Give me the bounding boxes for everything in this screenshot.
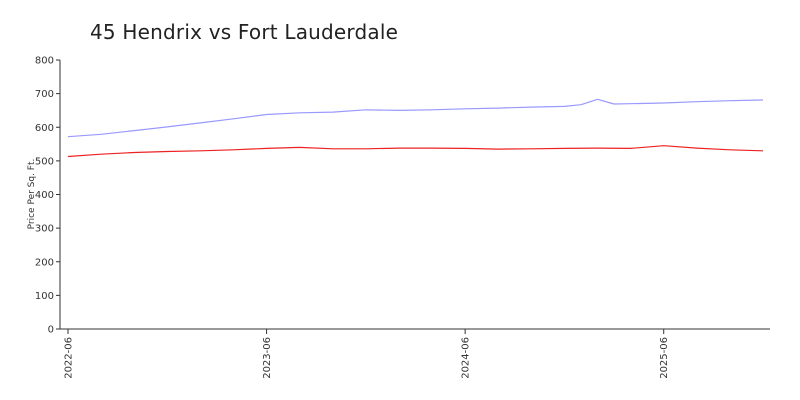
- chart-title: 45 Hendrix vs Fort Lauderdale: [90, 20, 399, 44]
- y-axis-title: Price Per Sq. Ft.: [27, 159, 37, 230]
- x-tick-label: 2024-06: [461, 337, 472, 379]
- series-layer: [67, 98, 764, 158]
- y-tick-label: 200: [35, 257, 54, 268]
- series-line-1: [67, 98, 764, 138]
- y-axis: 0 100 200 300 400 500 600 700 800: [35, 56, 61, 336]
- y-tick-label: 500: [35, 156, 54, 167]
- y-tick-label: 300: [35, 224, 54, 235]
- y-tick-label: 0: [48, 325, 54, 336]
- x-tick-label: 2023-06: [262, 337, 273, 379]
- y-tick-label: 800: [35, 56, 54, 67]
- series-line-2: [67, 145, 764, 158]
- y-tick-label: 600: [35, 123, 54, 134]
- x-tick-label: 2022-06: [64, 337, 75, 379]
- x-axis: 2022-06 2023-06 2024-06 2025-06: [60, 328, 770, 379]
- x-tick-label: 2025-06: [659, 337, 670, 379]
- y-tick-label: 100: [35, 291, 54, 302]
- y-tick-label: 700: [35, 89, 54, 100]
- y-tick-label: 400: [35, 190, 54, 201]
